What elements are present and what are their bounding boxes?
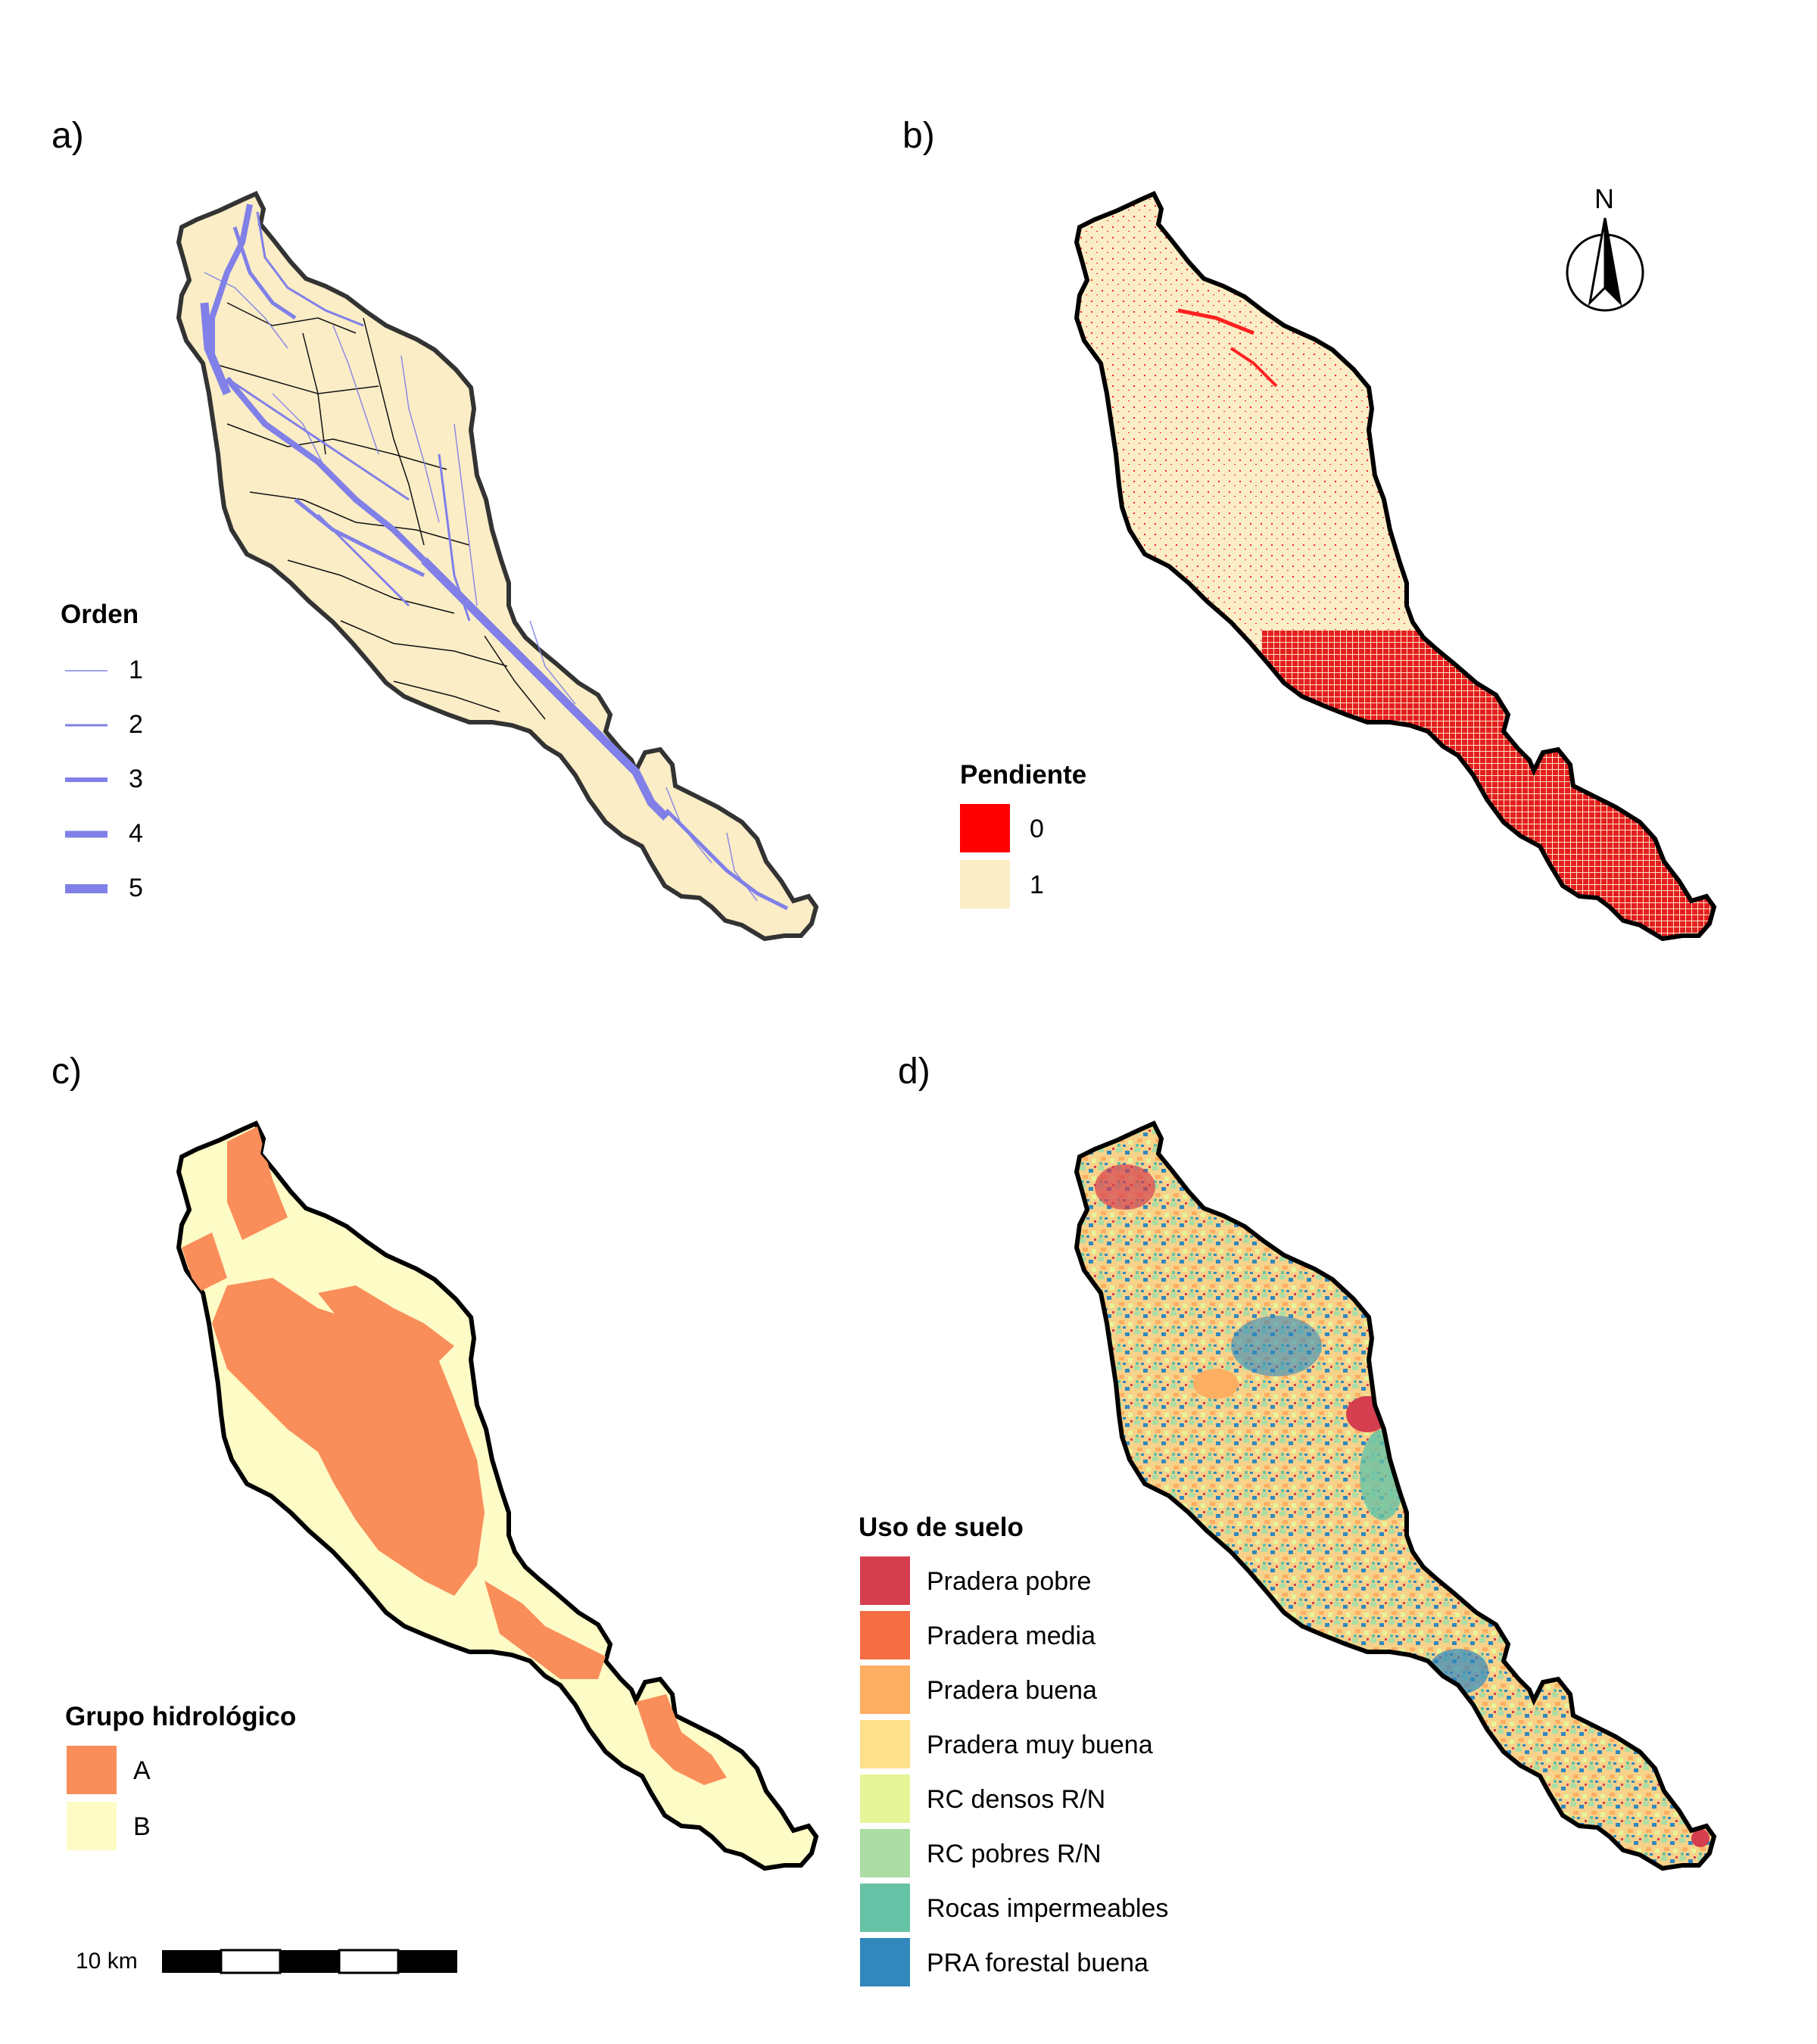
legend-d-item-6: Rocas impermeables — [927, 1894, 1169, 1923]
panel-d-label: d) — [898, 1052, 930, 1092]
legend-d-swatch-1 — [860, 1611, 910, 1659]
legend-a-item-5: 5 — [129, 874, 143, 902]
legend-d-item-0: Pradera pobre — [927, 1567, 1092, 1596]
panel-d-map — [1049, 1081, 1731, 1914]
stream-order-1 — [204, 272, 758, 902]
legend-d-swatch-3 — [860, 1720, 910, 1768]
legend-b-item-0: 0 — [1030, 815, 1044, 843]
legend-b-item-1: 1 — [1030, 871, 1044, 899]
legend-d-title: Uso de suelo — [859, 1513, 1024, 1542]
legend-d-item-1: Pradera media — [927, 1622, 1096, 1650]
subbasin-lines — [211, 302, 546, 720]
legend-c-swatch-a — [67, 1746, 117, 1794]
legend-d-item-7: PRA forestal buena — [927, 1949, 1148, 1977]
legend-d-swatch-7 — [860, 1938, 910, 1986]
legend-d-swatch-0 — [860, 1556, 910, 1605]
legend-c-swatch-b — [67, 1802, 117, 1850]
scale-bar-label: 10 km — [76, 1949, 138, 1974]
stream-order-5 — [200, 302, 669, 821]
legend-c-item-b: B — [133, 1812, 151, 1841]
legend-d-item-5: RC pobres R/N — [927, 1840, 1102, 1868]
legend-d-swatch-4 — [860, 1774, 910, 1823]
panel-a-map — [179, 194, 816, 939]
legend-b-swatch-1 — [960, 860, 1010, 908]
north-label: N — [1594, 183, 1614, 214]
legend-a-title: Orden — [61, 600, 139, 629]
legend-d-item-4: RC densos R/N — [927, 1785, 1106, 1814]
legend-d-swatch-5 — [860, 1829, 910, 1877]
stream-order-4 — [209, 204, 426, 562]
legend-d-swatch-2 — [860, 1665, 910, 1714]
panel-b-map — [1049, 151, 1791, 1008]
legend-d-item-3: Pradera muy buena — [927, 1731, 1153, 1759]
legend-b-swatch-0 — [960, 804, 1010, 852]
legend-a-item-3: 3 — [129, 765, 143, 793]
legend-d-item-2: Pradera buena — [927, 1676, 1097, 1705]
scale-bar — [162, 1949, 457, 1974]
legend-a-item-1: 1 — [129, 656, 143, 684]
panel-c-label: c) — [51, 1052, 82, 1092]
legend-b-title: Pendiente — [960, 760, 1087, 790]
legend-a-lines — [65, 670, 108, 893]
legend-d-swatch-6 — [860, 1884, 910, 1932]
legend-a-item-2: 2 — [129, 710, 143, 739]
north-arrow-icon — [1566, 217, 1644, 312]
panel-b-label: b) — [902, 116, 935, 156]
panel-a-label: a) — [51, 116, 84, 156]
stream-order-3 — [232, 226, 789, 911]
legend-a-item-4: 4 — [129, 819, 143, 848]
panel-c-map — [179, 1123, 816, 1868]
legend-c-title: Grupo hidrológico — [65, 1702, 297, 1731]
legend-c-item-a: A — [133, 1756, 151, 1785]
